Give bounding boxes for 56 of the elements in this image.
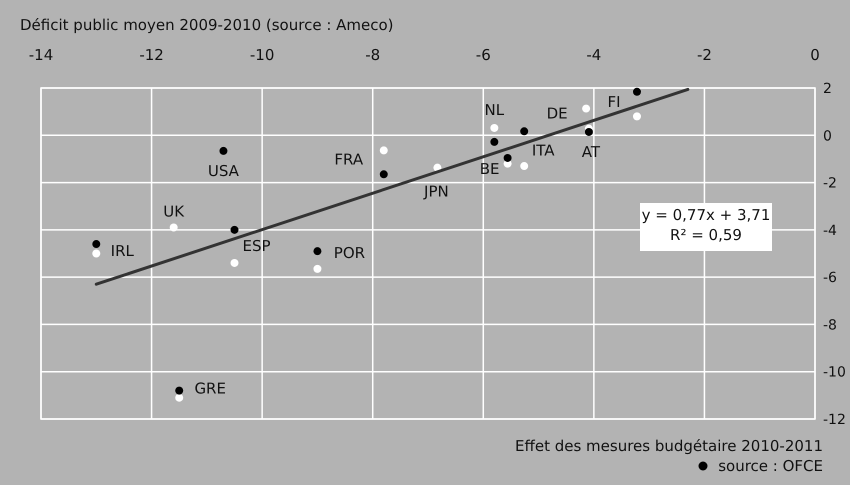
x-tick-label: -8 bbox=[365, 46, 380, 64]
annotation: ITA bbox=[532, 141, 556, 160]
y-tick-label: -6 bbox=[823, 270, 838, 286]
point bbox=[175, 394, 184, 402]
point bbox=[632, 88, 641, 96]
annotation: AT bbox=[582, 142, 601, 161]
point bbox=[380, 170, 388, 178]
point bbox=[170, 224, 178, 232]
annotation: POR bbox=[334, 244, 366, 262]
point bbox=[582, 104, 590, 113]
point bbox=[490, 124, 498, 132]
annotation: ESP bbox=[242, 236, 271, 255]
y-tick-label: -12 bbox=[823, 412, 846, 428]
point bbox=[219, 146, 228, 155]
point bbox=[92, 240, 100, 248]
point bbox=[230, 258, 238, 267]
point bbox=[520, 127, 528, 136]
annotation: y = 0,77x + 3,71 bbox=[642, 206, 770, 224]
annotation: JPN bbox=[423, 182, 449, 201]
x-tick-label: -2 bbox=[696, 46, 712, 64]
point bbox=[313, 264, 322, 273]
point bbox=[175, 386, 184, 395]
x-tick-label: -6 bbox=[476, 46, 491, 64]
annotation: BE bbox=[480, 160, 500, 178]
point bbox=[520, 162, 528, 170]
annotation: NL bbox=[484, 100, 505, 119]
point bbox=[230, 226, 238, 234]
annotation: IRL bbox=[110, 242, 135, 260]
annotation: USA bbox=[208, 162, 240, 180]
x-tick-label: -14 bbox=[28, 46, 54, 64]
legend-label: source : OFCE bbox=[718, 457, 823, 475]
x-tick-label: -12 bbox=[139, 46, 164, 64]
point bbox=[313, 247, 322, 256]
y-tick-label: -2 bbox=[823, 176, 837, 192]
point bbox=[92, 250, 100, 258]
annotation: R² = 0,59 bbox=[670, 226, 742, 244]
legend-title: Effet des mesures budgétaire 2010-2011 bbox=[515, 437, 823, 455]
point bbox=[504, 154, 512, 162]
x-axis-title: Déficit public moyen 2009-2010 (source : Ameco) bbox=[20, 16, 394, 34]
point bbox=[380, 146, 388, 154]
point bbox=[584, 128, 593, 136]
annotation: GRE bbox=[194, 380, 226, 398]
annotation: FI bbox=[607, 92, 621, 111]
y-tick-label: 2 bbox=[823, 81, 832, 97]
y-tick-label: -8 bbox=[823, 317, 837, 334]
annotation: UK bbox=[163, 202, 186, 220]
point bbox=[632, 112, 641, 120]
annotation: DE bbox=[546, 104, 568, 123]
y-tick-label: -10 bbox=[823, 364, 846, 381]
x-tick-label: 0 bbox=[810, 46, 820, 64]
y-tick-label: -4 bbox=[823, 222, 838, 239]
point bbox=[490, 138, 498, 146]
annotation: FRA bbox=[334, 150, 364, 168]
x-tick-label: -4 bbox=[586, 46, 602, 64]
y-tick-label: 0 bbox=[823, 128, 832, 144]
x-tick-label: -10 bbox=[250, 46, 274, 64]
